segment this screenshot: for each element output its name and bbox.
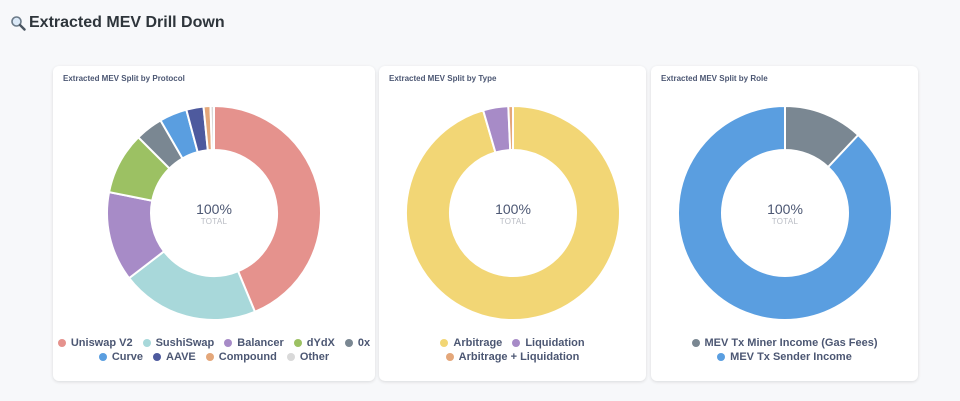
role-legend: MEV Tx Miner Income (Gas Fees) MEV Tx Sen… [651,337,918,363]
chart-title: Extracted MEV Split by Type [389,74,497,83]
legend-dot [293,339,302,347]
role-chart-card: Extracted MEV Split by Role 100% TOTAL M… [651,66,918,381]
legend-dot [286,353,295,361]
legend-dot [344,339,353,347]
legend-label: Curve [111,351,144,363]
legend-label: 0x [357,337,371,349]
legend-label: MEV Tx Miner Income (Gas Fees) [704,337,878,349]
legend-dot [153,353,162,361]
slice-arbitrage-liquidation[interactable] [507,104,514,152]
slice-mev-tx-sender-income[interactable] [677,104,893,321]
legend-dot [205,353,214,361]
legend-label: Uniswap V2 [70,337,133,349]
legend-row: Arbitrage + Liquidation [445,351,580,363]
protocol-legend: Uniswap V2 SushiSwap Balancer dYdX 0x Curve AA… [53,337,375,363]
legend-item-balancer[interactable]: Balancer [224,337,284,349]
legend-row: MEV Tx Sender Income [717,351,852,363]
legend-label: Arbitrage [453,337,503,349]
legend-label: MEV Tx Sender Income [730,351,852,363]
legend-label: Liquidation [525,337,585,349]
legend-label: Compound [218,351,277,363]
type-legend: Arbitrage Liquidation Arbitrage + Liquidat… [379,337,646,363]
legend-dot [512,339,521,347]
slice-uniswap-v2[interactable] [213,104,322,314]
legend-label: SushiSwap [155,337,215,349]
chart-title: Extracted MEV Split by Role [661,74,768,83]
legend-dot [224,339,233,347]
legend-item-arbitrage[interactable]: Arbitrage [440,337,502,349]
page-title: Extracted MEV Drill Down [10,14,225,32]
legend-item-dydx[interactable]: dYdX [293,337,335,349]
legend-item-0x[interactable]: 0x [344,337,371,349]
type-donut [405,104,621,321]
center-label: TOTAL [771,217,799,226]
magnifier-icon [11,16,26,31]
slice-other[interactable] [209,104,215,152]
legend-dot [440,339,449,347]
legend-row: Arbitrage Liquidation [440,337,585,349]
slice-arbitrage[interactable] [405,104,621,321]
protocol-chart-card: Extracted MEV Split by Protocol 100% TOT… [53,66,375,381]
legend-dot [445,353,454,361]
legend-dot [57,339,66,347]
legend-item-compound[interactable]: Compound [205,351,277,363]
legend-item-uniswap-v2[interactable]: Uniswap V2 [57,337,133,349]
role-donut [677,104,893,321]
legend-item-arbitrage-liquidation[interactable]: Arbitrage + Liquidation [445,351,580,363]
legend-item-other[interactable]: Other [286,351,330,363]
center-label: TOTAL [499,217,527,226]
center-label: TOTAL [200,217,228,226]
legend-item-sushiswap[interactable]: SushiSwap [142,337,215,349]
page-title-text: Extracted MEV Drill Down [29,14,225,31]
legend-item-curve[interactable]: Curve [98,351,144,363]
legend-dot [691,339,700,347]
protocol-donut [106,104,322,321]
center-value: 100% [495,201,531,217]
legend-row: MEV Tx Miner Income (Gas Fees) [691,337,878,349]
legend-item-liquidation[interactable]: Liquidation [512,337,585,349]
legend-dot [98,353,107,361]
legend-label: Arbitrage + Liquidation [458,351,580,363]
legend-item-aave[interactable]: AAVE [153,351,196,363]
legend-dot [717,353,726,361]
center-value: 100% [196,201,232,217]
legend-item-mev-tx-sender-income[interactable]: MEV Tx Sender Income [717,351,852,363]
legend-item-mev-tx-miner-income-gas-fees[interactable]: MEV Tx Miner Income (Gas Fees) [691,337,878,349]
center-value: 100% [767,201,803,217]
legend-row: Uniswap V2 SushiSwap Balancer dYdX 0x [57,337,371,349]
legend-row: Curve AAVE Compound Other [98,351,330,363]
legend-label: Balancer [237,337,284,349]
type-chart-card: Extracted MEV Split by Type 100% TOTAL A… [379,66,646,381]
legend-label: dYdX [306,337,335,349]
legend-label: AAVE [166,351,196,363]
legend-dot [142,339,151,347]
chart-title: Extracted MEV Split by Protocol [63,74,185,83]
legend-label: Other [299,351,330,363]
